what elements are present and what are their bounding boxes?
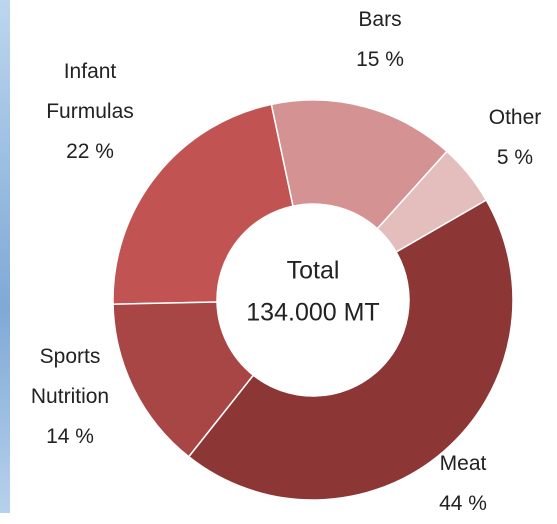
slice-label: Other 5 % [469,98,557,178]
value-label: 15 % [356,48,404,71]
donut-segment [270,99,448,230]
category-label: Bars [358,8,402,31]
center-value: 134.000 MT [246,299,379,327]
value-label: 14 % [46,425,94,448]
slice-label: Sports Nutrition 14 % [24,337,116,457]
value-label: 44 % [439,492,487,515]
value-label: 5 % [496,146,534,169]
category-label: Other [488,106,542,129]
category-label: Meat [439,452,487,475]
slice-label: Infant Furmulas 22 % [44,52,136,172]
category-label: Sports Nutrition [30,345,110,408]
donut-segment [112,103,294,305]
center-label: Total [287,257,340,285]
donut-segment [187,198,514,501]
donut-segment [112,301,255,458]
background-strip [0,0,10,513]
donut-segment [376,150,488,254]
slice-label: Meat 44 % [417,444,509,524]
slice-label: Bars 15 % [334,0,426,80]
value-label: 22 % [66,140,114,163]
category-label: Infant Furmulas [46,60,134,123]
chart: Total 134.000 MT [112,99,514,501]
